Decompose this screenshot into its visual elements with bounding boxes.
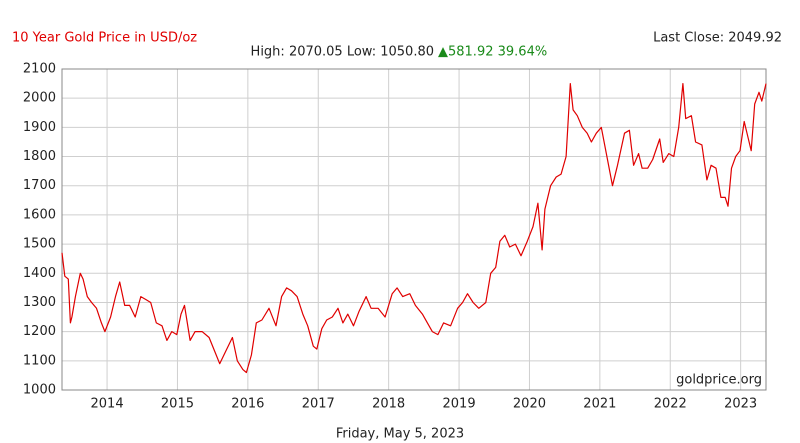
x-tick-label: 2020 — [513, 397, 546, 412]
x-tick-label: 2016 — [231, 397, 264, 412]
y-tick-label: 1200 — [23, 324, 56, 339]
x-tick-label: 2021 — [583, 397, 616, 412]
date: Friday, May 5, 2023 — [336, 427, 464, 442]
x-tick-label: 2018 — [372, 397, 405, 412]
y-tick-label: 1000 — [23, 383, 56, 398]
x-tick-label: 2017 — [302, 397, 335, 412]
chart-title: 10 Year Gold Price in USD/oz — [12, 31, 197, 46]
price-line — [61, 83, 767, 374]
y-tick-label: 1700 — [23, 178, 56, 193]
y-tick-label: 1900 — [23, 120, 56, 135]
y-tick-label: 1100 — [23, 353, 56, 368]
stats: High: 2070.05 Low: 1050.80 — [251, 45, 434, 60]
plot-frame — [61, 68, 767, 391]
change: ▲581.92 39.64% — [438, 45, 547, 60]
x-tick-label: 2015 — [161, 397, 194, 412]
last-close: Last Close: 2049.92 — [653, 31, 782, 46]
y-tick-label: 1400 — [23, 266, 56, 281]
x-tick-label: 2023 — [724, 397, 757, 412]
source: goldprice.org — [676, 373, 762, 388]
y-tick-label: 1500 — [23, 237, 56, 252]
y-tick-label: 1800 — [23, 149, 56, 164]
x-tick-label: 2014 — [91, 397, 124, 412]
x-tick-label: 2019 — [443, 397, 476, 412]
y-tick-label: 2100 — [23, 62, 56, 77]
y-tick-label: 2000 — [23, 91, 56, 106]
x-tick-label: 2022 — [654, 397, 687, 412]
y-tick-label: 1600 — [23, 207, 56, 222]
y-tick-label: 1300 — [23, 295, 56, 310]
